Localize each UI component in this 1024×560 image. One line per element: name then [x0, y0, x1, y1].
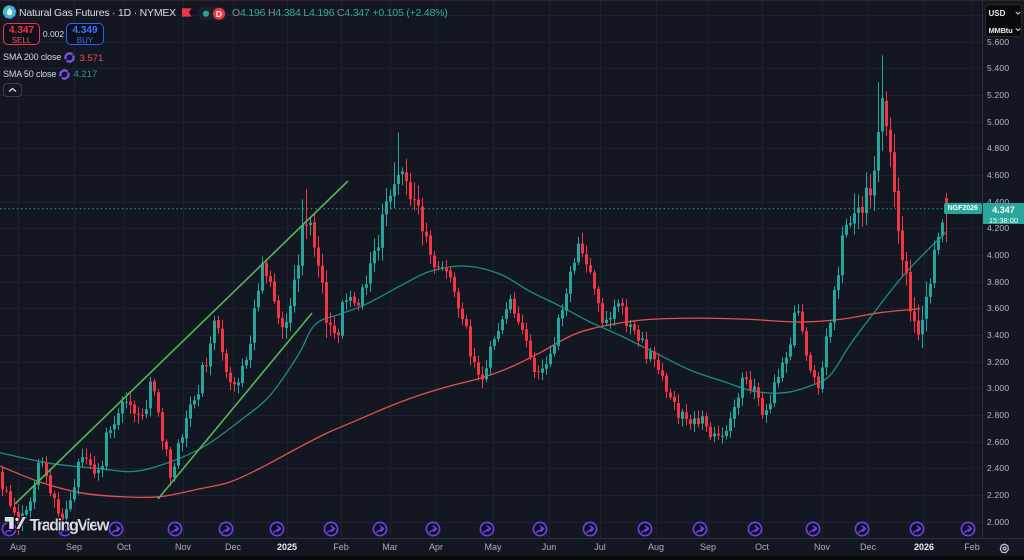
- svg-text:TradingView: TradingView: [30, 517, 110, 535]
- svg-text:D: D: [216, 9, 222, 19]
